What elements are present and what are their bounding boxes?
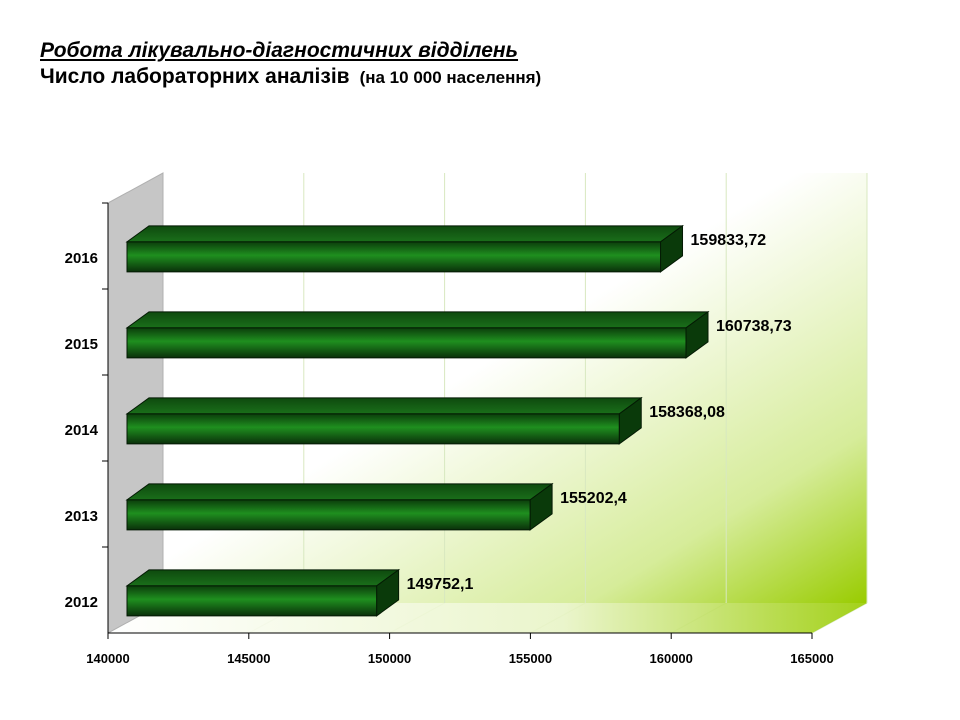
chart-unit: (на 10 000 населення) xyxy=(359,68,542,87)
data-label: 149752,1 xyxy=(407,576,474,593)
x-tick-label: 155000 xyxy=(509,651,552,666)
bar xyxy=(126,585,378,617)
bar xyxy=(126,241,662,273)
y-tick-label: 2014 xyxy=(65,422,99,439)
bar xyxy=(126,499,531,531)
bar xyxy=(126,413,620,445)
data-label: 159833,72 xyxy=(691,232,767,249)
x-tick-label: 150000 xyxy=(368,651,411,666)
bar-top xyxy=(125,397,643,415)
x-tick-label: 145000 xyxy=(227,651,270,666)
y-tick-label: 2013 xyxy=(65,508,98,525)
bar-top xyxy=(125,311,710,329)
y-tick-label: 2016 xyxy=(65,250,98,267)
chart-subtitle-text: Число лабораторних аналізів xyxy=(40,65,350,88)
bar-top xyxy=(125,569,401,587)
bar xyxy=(126,327,687,359)
chart-title-block: Робота лікувально-діагностичних відділен… xyxy=(40,38,541,91)
bar-top xyxy=(125,225,685,243)
bar-top xyxy=(125,483,554,501)
x-tick-label: 165000 xyxy=(790,651,833,666)
chart-title: Робота лікувально-діагностичних відділен… xyxy=(40,39,519,62)
data-label: 155202,4 xyxy=(560,490,627,507)
y-tick-label: 2015 xyxy=(65,336,98,353)
y-tick-label: 2012 xyxy=(65,594,98,611)
x-tick-label: 140000 xyxy=(86,651,129,666)
chart-subtitle: Число лабораторних аналізів (на 10 000 на… xyxy=(40,64,541,91)
data-label: 158368,08 xyxy=(649,404,725,421)
data-label: 160738,73 xyxy=(716,318,792,335)
x-tick-label: 160000 xyxy=(650,651,693,666)
